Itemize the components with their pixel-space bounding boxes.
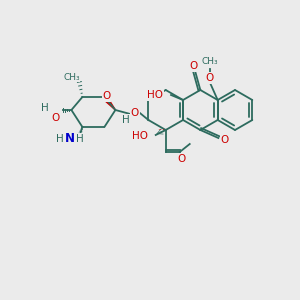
Text: N: N	[64, 133, 74, 146]
Text: O: O	[102, 91, 110, 101]
Text: O: O	[131, 108, 139, 118]
Text: H: H	[122, 115, 129, 125]
Text: O: O	[220, 135, 229, 145]
Text: H: H	[76, 134, 83, 144]
Text: HO: HO	[132, 131, 148, 141]
Text: CH₃: CH₃	[63, 73, 80, 82]
Text: O: O	[51, 113, 59, 123]
Text: O: O	[178, 154, 186, 164]
Text: HO: HO	[147, 90, 163, 100]
Text: H: H	[56, 134, 63, 144]
Text: CH₃: CH₃	[201, 57, 218, 66]
Polygon shape	[103, 95, 116, 110]
Text: O: O	[206, 73, 214, 83]
Text: ...: ...	[157, 124, 165, 133]
Text: H: H	[40, 103, 48, 113]
Text: O: O	[189, 61, 197, 71]
